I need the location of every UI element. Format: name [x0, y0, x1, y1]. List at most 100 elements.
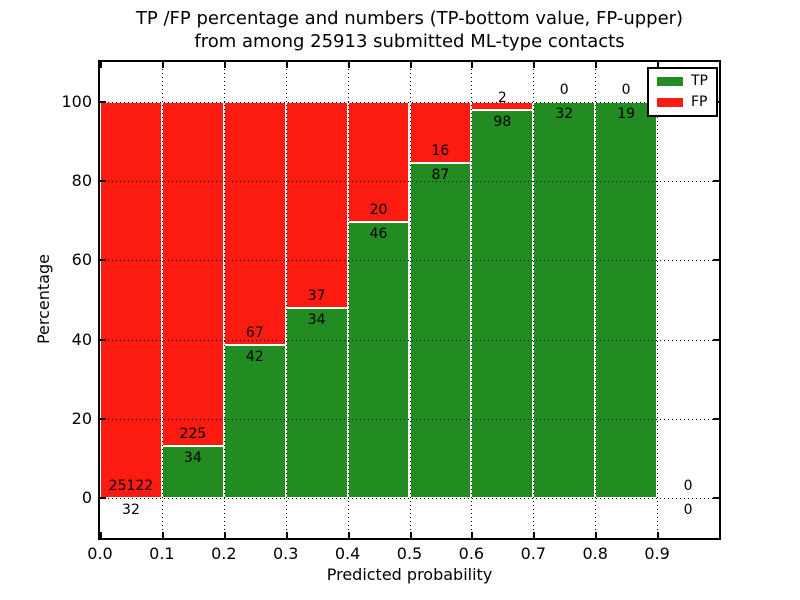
- x-tick-mark: [347, 62, 350, 68]
- x-tick-mark: [285, 62, 288, 68]
- fp-count-label: 37: [307, 288, 326, 305]
- x-axis-label: Predicted probability: [326, 565, 493, 584]
- tp-bar-segment: [595, 101, 658, 499]
- tp-count-label: 32: [555, 105, 574, 122]
- fp-count-label: 20: [369, 201, 388, 218]
- x-tick-mark: [533, 532, 536, 538]
- legend-entry-label: TP: [691, 73, 708, 89]
- x-tick-mark: [100, 532, 102, 538]
- chart-title-line2: from among 25913 submitted ML-type conta…: [194, 31, 625, 52]
- x-tick-label: 0.7: [520, 544, 547, 563]
- tp-bar-segment: [161, 446, 224, 499]
- y-tick-mark: [100, 418, 106, 420]
- x-tick-mark: [471, 62, 474, 68]
- x-tick-mark: [347, 532, 350, 538]
- x-tick-mark: [409, 62, 412, 68]
- v-gridline: [471, 62, 473, 538]
- y-tick-mark: [100, 338, 106, 341]
- y-tick-mark: [100, 259, 106, 262]
- x-tick-mark: [285, 532, 288, 538]
- x-tick-mark: [657, 62, 660, 68]
- v-gridline: [657, 62, 659, 538]
- tp-count-label: 32: [122, 501, 140, 518]
- tp-count-label: 34: [183, 450, 202, 467]
- x-tick-mark: [223, 62, 226, 68]
- fp-count-label: 16: [431, 143, 450, 160]
- x-tick-mark: [223, 532, 226, 538]
- x-tick-mark: [657, 532, 660, 538]
- legend-entry: FP: [657, 95, 708, 110]
- tp-count-label: 98: [493, 113, 512, 130]
- legend: TP FP: [647, 67, 718, 117]
- x-tick-label: 0.8: [582, 544, 608, 563]
- y-axis-label: Percentage: [34, 254, 53, 345]
- fp-count-label: 67: [245, 325, 264, 342]
- x-tick-mark: [100, 62, 102, 68]
- x-tick-mark: [471, 532, 474, 538]
- x-tick-mark: [161, 532, 164, 538]
- fp-count-label: 25122: [108, 477, 154, 494]
- chart-title: TP /FP percentage and numbers (TP-bottom…: [100, 7, 719, 53]
- v-gridline: [595, 62, 597, 538]
- tp-count-label: 0: [683, 502, 693, 519]
- tp-count-label: 19: [617, 105, 636, 122]
- legend-entry-label: FP: [691, 94, 708, 110]
- y-tick-mark: [100, 100, 106, 103]
- y-tick-mark: [100, 497, 106, 500]
- fp-count-label: 0: [621, 81, 631, 98]
- x-tick-mark: [533, 62, 536, 68]
- tp-bar-segment: [285, 308, 348, 499]
- tp-count-label: 42: [245, 349, 264, 366]
- x-tick-label: 0.2: [211, 544, 237, 563]
- v-gridline: [285, 62, 287, 538]
- x-tick-mark: [409, 532, 412, 538]
- x-tick-label: 0.9: [644, 544, 670, 563]
- fp-bar-segment: [285, 101, 348, 309]
- y-tick-label: 80: [71, 171, 92, 190]
- x-tick-label: 0.5: [396, 544, 423, 563]
- y-tick-label: 100: [61, 91, 92, 111]
- fp-legend-swatch-icon: [657, 98, 683, 107]
- y-tick-mark: [713, 497, 719, 500]
- tp-bar-segment: [471, 109, 534, 499]
- v-gridline: [347, 62, 349, 538]
- y-tick-mark: [713, 418, 719, 420]
- tp-count-label: 46: [369, 225, 388, 242]
- fp-count-label: 0: [683, 478, 693, 495]
- x-tick-label: 0.1: [149, 544, 175, 563]
- x-tick-label: 0.3: [272, 544, 299, 563]
- v-gridline: [533, 62, 535, 538]
- tp-bar-segment: [347, 221, 410, 499]
- x-tick-label: 0.0: [87, 544, 113, 563]
- tp-bar-segment: [533, 101, 596, 499]
- y-tick-mark: [713, 180, 719, 182]
- tp-count-label: 87: [431, 167, 450, 184]
- y-tick-label: 0: [81, 488, 92, 508]
- chart-title-line1: TP /FP percentage and numbers (TP-bottom…: [135, 8, 684, 29]
- x-tick-mark: [595, 62, 598, 68]
- y-tick-mark: [713, 338, 719, 341]
- y-tick-mark: [100, 180, 106, 182]
- tp-bar-segment: [409, 163, 472, 499]
- y-tick-label: 20: [71, 409, 92, 428]
- fp-bar-segment: [223, 101, 286, 346]
- x-tick-mark: [595, 532, 598, 538]
- tp-count-label: 34: [307, 312, 326, 329]
- tp-bar-segment: [223, 345, 286, 499]
- x-tick-label: 0.4: [334, 544, 361, 563]
- x-tick-label: 0.6: [458, 544, 485, 563]
- fp-count-label: 0: [559, 81, 569, 98]
- fp-bar-segment: [347, 101, 410, 222]
- y-tick-label: 40: [71, 329, 92, 349]
- fp-count-label: 225: [179, 426, 207, 443]
- v-gridline: [161, 62, 163, 538]
- fp-bar-segment: [100, 101, 162, 499]
- legend-entry: TP: [657, 74, 708, 89]
- fp-bar-segment: [161, 101, 224, 447]
- x-tick-mark: [161, 62, 164, 68]
- y-tick-label: 60: [71, 250, 92, 270]
- y-tick-mark: [713, 259, 719, 262]
- v-gridline: [409, 62, 411, 538]
- tp-legend-swatch-icon: [657, 77, 683, 86]
